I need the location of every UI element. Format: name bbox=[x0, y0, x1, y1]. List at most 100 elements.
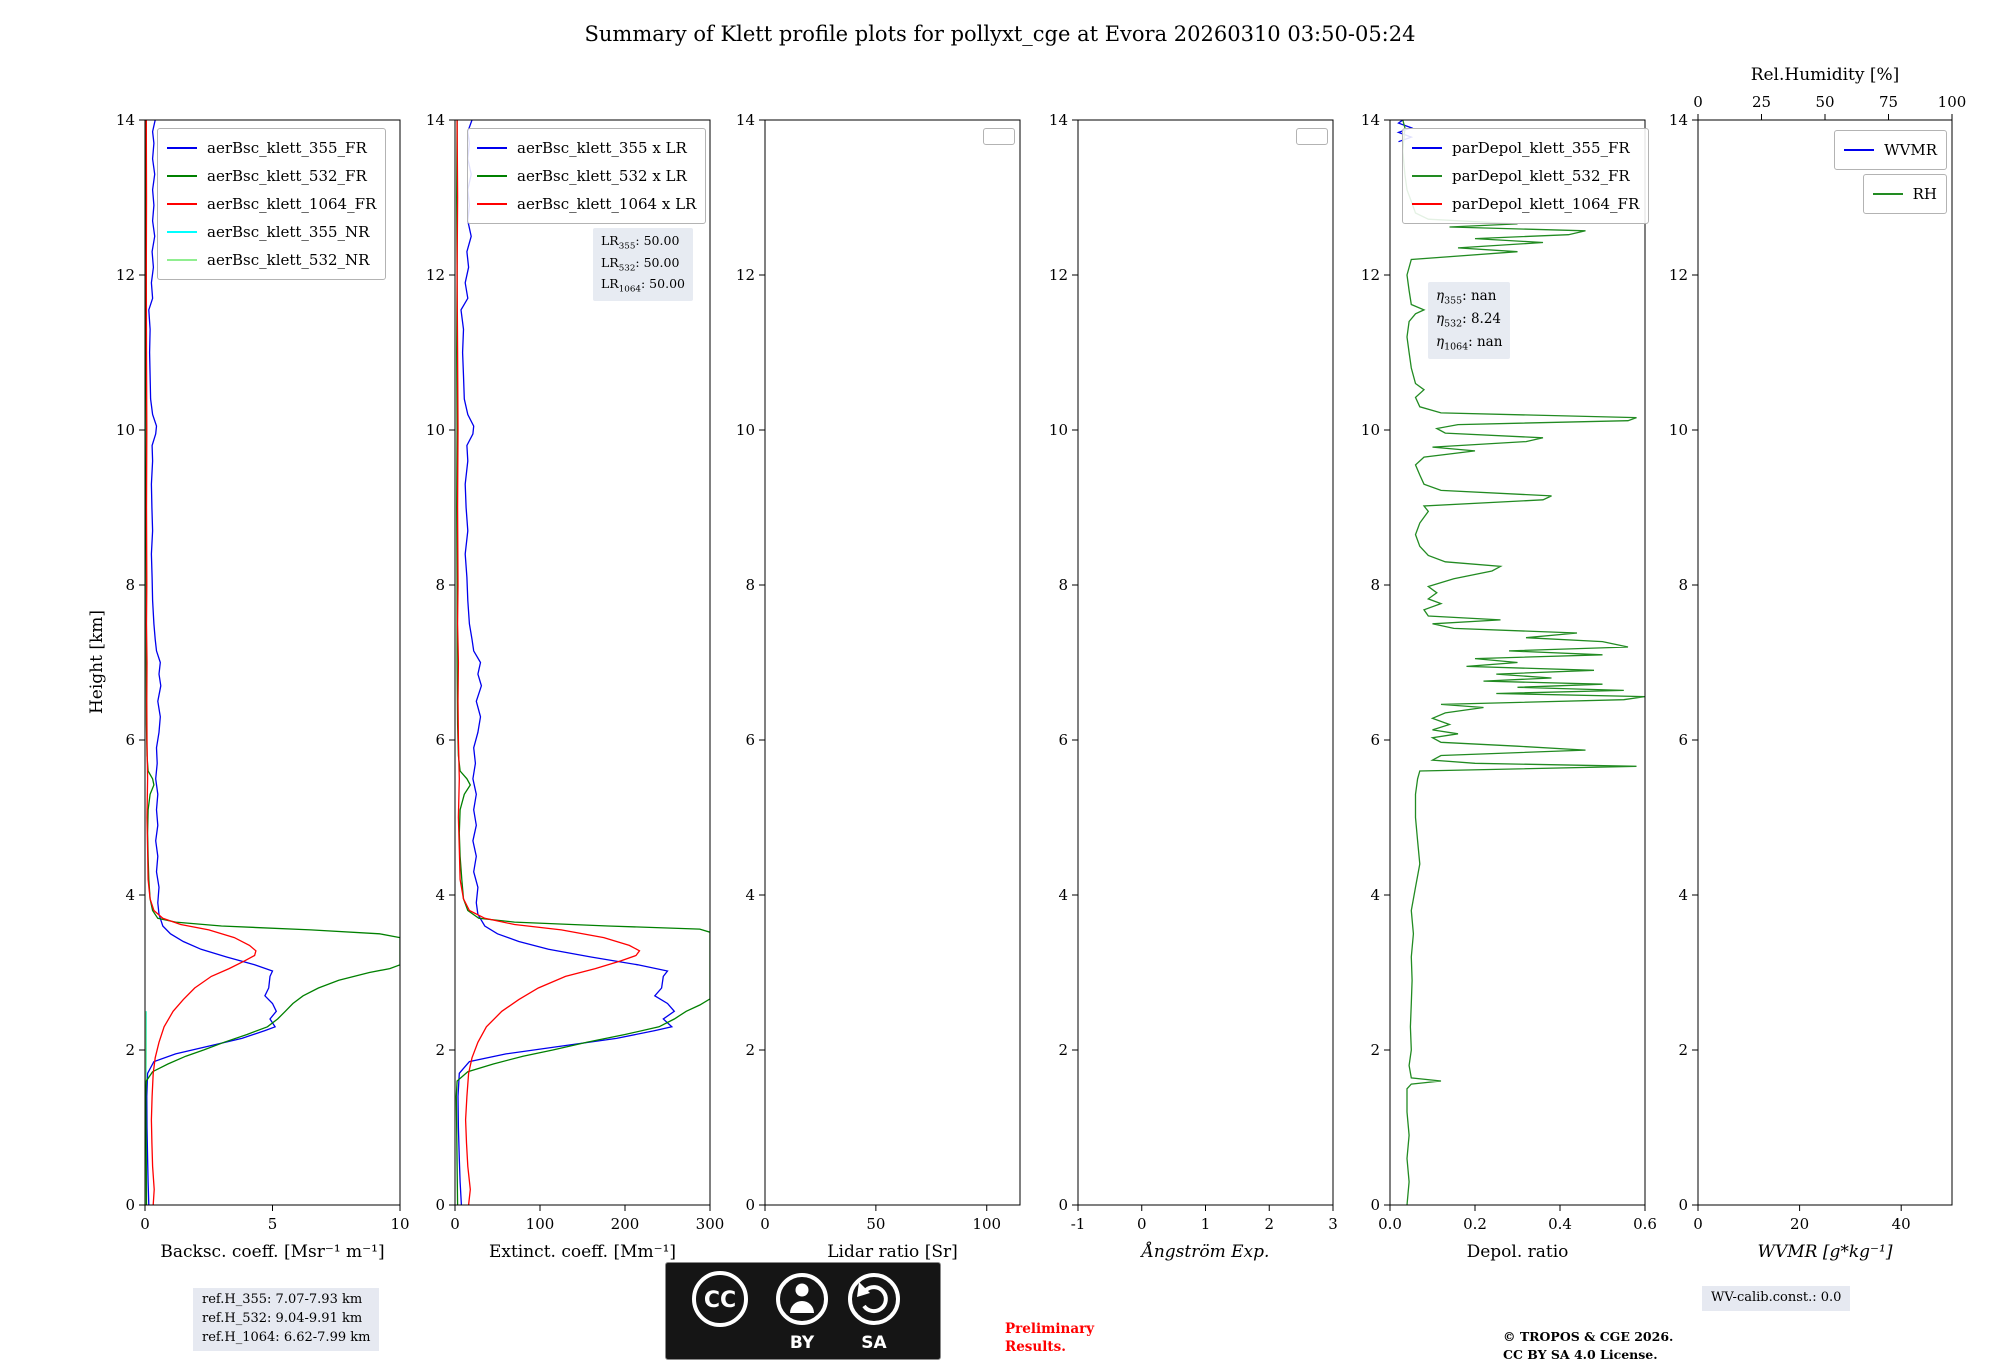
svg-text:0: 0 bbox=[125, 1196, 135, 1214]
svg-text:14: 14 bbox=[1049, 111, 1068, 129]
legend-entry-label: RH bbox=[1913, 185, 1937, 203]
backscatter-x-axis-label: Backsc. coeff. [Msr⁻¹ m⁻¹] bbox=[160, 1242, 384, 1262]
panel-extinction: LR355: 50.00 LR532: 50.00 LR1064: 50.00 … bbox=[455, 120, 710, 1205]
legend-entry: aerBsc_klett_355 x LR bbox=[477, 134, 696, 162]
eta-row: η355: nan bbox=[1436, 286, 1502, 309]
legend-entry-label: aerBsc_klett_532_FR bbox=[207, 167, 367, 185]
svg-text:2: 2 bbox=[1678, 1041, 1688, 1059]
svg-text:100: 100 bbox=[526, 1215, 555, 1233]
svg-text:12: 12 bbox=[116, 266, 135, 284]
svg-text:2: 2 bbox=[125, 1041, 135, 1059]
svg-text:6: 6 bbox=[745, 731, 755, 749]
svg-text:0: 0 bbox=[760, 1215, 770, 1233]
svg-text:0: 0 bbox=[1058, 1196, 1068, 1214]
svg-text:12: 12 bbox=[426, 266, 445, 284]
svg-text:6: 6 bbox=[1370, 731, 1380, 749]
svg-text:0: 0 bbox=[450, 1215, 460, 1233]
legend-line-swatch bbox=[1844, 149, 1874, 151]
svg-text:10: 10 bbox=[390, 1215, 409, 1233]
svg-text:50: 50 bbox=[866, 1215, 885, 1233]
svg-text:6: 6 bbox=[435, 731, 445, 749]
copyright-note: © TROPOS & CGE 2026. CC BY SA 4.0 Licens… bbox=[1503, 1328, 1673, 1363]
svg-text:8: 8 bbox=[435, 576, 445, 594]
series-aerBsc_klett_355_FR bbox=[147, 120, 276, 1205]
svg-text:0: 0 bbox=[1137, 1215, 1147, 1233]
svg-text:4: 4 bbox=[125, 886, 135, 904]
lr-row: LR1064: 50.00 bbox=[601, 275, 685, 297]
svg-text:3: 3 bbox=[1328, 1215, 1338, 1233]
svg-text:12: 12 bbox=[736, 266, 755, 284]
ref-height-line: ref.H_1064: 6.62-7.99 km bbox=[202, 1329, 370, 1348]
preliminary-line: Preliminary bbox=[1005, 1320, 1094, 1338]
svg-text:0: 0 bbox=[435, 1196, 445, 1214]
legend-entry-label: aerBsc_klett_355_FR bbox=[207, 139, 367, 157]
svg-text:4: 4 bbox=[435, 886, 445, 904]
svg-text:40: 40 bbox=[1892, 1215, 1911, 1233]
series-aerBsc_klett_1064_FR bbox=[146, 120, 256, 1205]
eta-values-annotation: η355: nan η532: 8.24 η1064: nan bbox=[1428, 282, 1510, 359]
svg-text:0: 0 bbox=[140, 1215, 150, 1233]
legend-entry-label: aerBsc_klett_532_NR bbox=[207, 251, 369, 269]
legend-line-swatch bbox=[167, 231, 197, 233]
svg-text:14: 14 bbox=[736, 111, 755, 129]
svg-text:4: 4 bbox=[1058, 886, 1068, 904]
svg-text:0.4: 0.4 bbox=[1548, 1215, 1572, 1233]
svg-text:10: 10 bbox=[1049, 421, 1068, 439]
svg-text:10: 10 bbox=[426, 421, 445, 439]
cc-by-label: BY bbox=[790, 1333, 815, 1353]
svg-text:10: 10 bbox=[1361, 421, 1380, 439]
svg-text:8: 8 bbox=[125, 576, 135, 594]
svg-text:0: 0 bbox=[745, 1196, 755, 1214]
legend-entry-label: aerBsc_klett_532 x LR bbox=[517, 167, 687, 185]
svg-text:2: 2 bbox=[745, 1041, 755, 1059]
legend-line-swatch bbox=[167, 147, 197, 149]
legend-line-swatch bbox=[477, 175, 507, 177]
svg-text:10: 10 bbox=[736, 421, 755, 439]
copyright-line: © TROPOS & CGE 2026. bbox=[1503, 1328, 1673, 1346]
svg-text:8: 8 bbox=[1058, 576, 1068, 594]
legend-line-swatch bbox=[1412, 175, 1442, 177]
extinction-legend: aerBsc_klett_355 x LR aerBsc_klett_532 x … bbox=[467, 128, 706, 224]
svg-text:12: 12 bbox=[1669, 266, 1688, 284]
svg-text:100: 100 bbox=[1938, 93, 1967, 111]
y-axis-label: Height [km] bbox=[87, 610, 107, 714]
svg-text:1: 1 bbox=[1201, 1215, 1211, 1233]
series-aerBsc_klett_532_FR bbox=[146, 120, 400, 1205]
svg-text:8: 8 bbox=[1678, 576, 1688, 594]
legend-entry: RH bbox=[1873, 180, 1937, 208]
legend-entry-label: WVMR bbox=[1884, 141, 1937, 159]
svg-text:5: 5 bbox=[268, 1215, 278, 1233]
legend-line-swatch bbox=[1873, 193, 1903, 195]
share-alike-icon bbox=[850, 1275, 898, 1323]
svg-text:100: 100 bbox=[972, 1215, 1001, 1233]
svg-text:25: 25 bbox=[1752, 93, 1771, 111]
ref-height-line: ref.H_355: 7.07-7.93 km bbox=[202, 1291, 370, 1310]
wv-calibration-annotation: WV-calib.const.: 0.0 bbox=[1702, 1286, 1850, 1311]
svg-text:14: 14 bbox=[426, 111, 445, 129]
angstrom-legend bbox=[1296, 128, 1328, 145]
svg-text:6: 6 bbox=[1678, 731, 1688, 749]
svg-text:2: 2 bbox=[1264, 1215, 1274, 1233]
preliminary-results-note: Preliminary Results. bbox=[1005, 1320, 1094, 1356]
svg-text:2: 2 bbox=[435, 1041, 445, 1059]
svg-text:0.2: 0.2 bbox=[1463, 1215, 1487, 1233]
svg-text:8: 8 bbox=[745, 576, 755, 594]
svg-text:0: 0 bbox=[1370, 1196, 1380, 1214]
legend-line-swatch bbox=[1412, 147, 1442, 149]
figure-title: Summary of Klett profile plots for polly… bbox=[0, 22, 2000, 46]
svg-text:10: 10 bbox=[1669, 421, 1688, 439]
legend-line-swatch bbox=[167, 259, 197, 261]
legend-entry-label: aerBsc_klett_355 x LR bbox=[517, 139, 687, 157]
svg-text:2: 2 bbox=[1370, 1041, 1380, 1059]
cc-badge-graphic: CC BY SA bbox=[674, 1269, 932, 1353]
legend-entry: aerBsc_klett_355_NR bbox=[167, 218, 376, 246]
svg-text:75: 75 bbox=[1879, 93, 1898, 111]
legend-line-swatch bbox=[477, 203, 507, 205]
legend-entry: parDepol_klett_355_FR bbox=[1412, 134, 1639, 162]
